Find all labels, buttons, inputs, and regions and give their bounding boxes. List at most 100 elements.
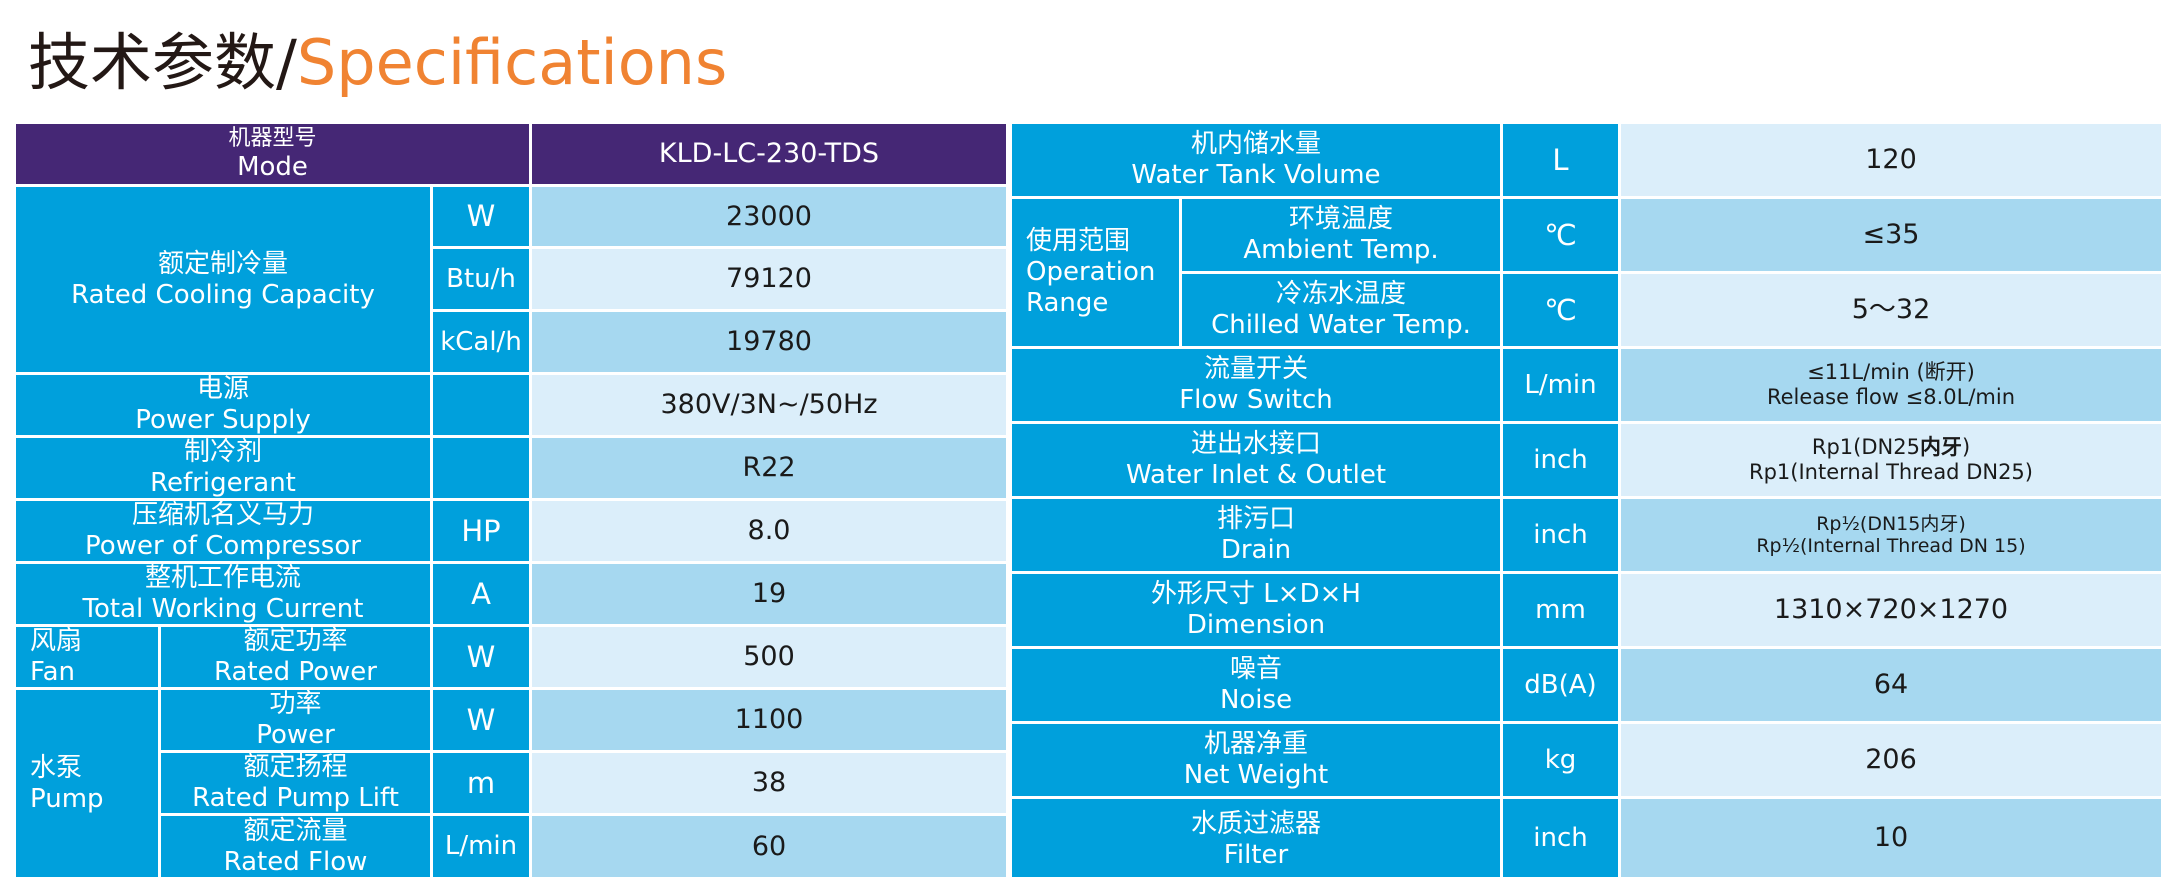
fan-label: 风扇 Fan [16,627,161,690]
inlet-outlet-value: Rp1(DN25内牙) Rp1(Internal Thread DN25) [1621,424,2164,499]
spec-table-left: 机器型号 Mode KLD-LC-230-TDS 额定制冷量 Rated Coo… [16,124,1009,880]
current-cn: 整机工作电流 [144,564,301,594]
fan-rated-power-cn: 额定功率 [243,627,348,657]
drain-en: Drain [1220,535,1292,565]
cooling-value-w: 23000 [532,187,1009,249]
inlet-outlet-value-line1-c: ) [1961,435,1971,460]
title-en: Specifications [296,26,728,99]
refrigerant-cn: 制冷剂 [183,438,262,468]
inlet-outlet-en: Water Inlet & Outlet [1125,460,1387,490]
current-unit: A [433,564,532,627]
ambient-temp-cn: 环境温度 [1288,204,1393,235]
chilled-water-temp-unit: ℃ [1503,274,1621,349]
power-supply-value: 380V/3N~/50Hz [532,375,1009,438]
power-supply-en: Power Supply [135,405,311,435]
page-title: 技术参数/Specifications [28,18,727,108]
operation-range-label: 使用范围 Operation Range [1012,199,1182,349]
filter-en: Filter [1223,839,1289,870]
drain-cn: 排污口 [1216,504,1295,535]
pump-flow-en: Rated Flow [223,846,368,877]
cooling-unit-btuh: Btu/h [433,249,532,312]
weight-cn: 机器净重 [1203,729,1308,760]
tank-en: Water Tank Volume [1131,160,1381,190]
power-supply-cn: 电源 [196,375,249,405]
pump-power-en: Power [256,720,335,750]
pump-power-unit: W [433,690,532,753]
fan-unit: W [433,627,532,690]
drain-unit: inch [1503,499,1621,574]
drain-value-line2: Rp½(Internal Thread DN 15) [1756,535,2026,557]
pump-label: 水泵 Pump [16,690,161,880]
weight-en: Net Weight [1183,760,1329,790]
pump-flow-label: 额定流量 Rated Flow [161,816,433,880]
tank-unit: L [1503,124,1621,199]
inlet-outlet-label: 进出水接口 Water Inlet & Outlet [1012,424,1503,499]
pump-flow-cn: 额定流量 [243,816,348,846]
noise-value: 64 [1621,649,2164,724]
current-value: 19 [532,564,1009,627]
dimension-label: 外形尺寸 L×D×H Dimension [1012,574,1503,649]
noise-cn: 噪音 [1229,654,1282,685]
ambient-temp-en: Ambient Temp. [1243,235,1439,265]
inlet-outlet-value-line1-b: 内牙 [1919,435,1962,460]
model-label-en: Mode [237,151,308,182]
cooling-capacity-en: Rated Cooling Capacity [71,279,375,310]
noise-label: 噪音 Noise [1012,649,1503,724]
operation-range-en1: Operation [1026,257,1156,288]
dimension-cn: 外形尺寸 L×D×H [1151,579,1361,610]
cooling-capacity-label: 额定制冷量 Rated Cooling Capacity [16,187,433,375]
cooling-capacity-cn: 额定制冷量 [157,248,288,279]
compressor-unit: HP [433,501,532,564]
chilled-water-temp-cn: 冷冻水温度 [1275,279,1406,310]
pump-en: Pump [30,783,104,814]
chilled-water-temp-label: 冷冻水温度 Chilled Water Temp. [1182,274,1503,349]
compressor-value: 8.0 [532,501,1009,564]
fan-rated-power-label: 额定功率 Rated Power [161,627,433,690]
inlet-outlet-cn: 进出水接口 [1190,429,1321,460]
flow-switch-value-line2: Release flow ≤8.0L/min [1766,385,2016,409]
pump-flow-value: 60 [532,816,1009,880]
cooling-unit-w: W [433,187,532,249]
weight-value: 206 [1621,724,2164,799]
fan-value: 500 [532,627,1009,690]
drain-value-line1: Rp½(DN15内牙) [1816,512,1966,535]
filter-unit: inch [1503,799,1621,880]
inlet-outlet-value-line2: Rp1(Internal Thread DN25) [1749,460,2033,484]
drain-label: 排污口 Drain [1012,499,1503,574]
flow-switch-value: ≤11L/min (断开) Release flow ≤8.0L/min [1621,349,2164,424]
pump-lift-en: Rated Pump Lift [192,783,399,813]
power-supply-label: 电源 Power Supply [16,375,433,438]
dimension-unit: mm [1503,574,1621,649]
compressor-label: 压缩机名义马力 Power of Compressor [16,501,433,564]
inlet-outlet-value-line1: Rp1(DN25内牙) [1812,435,1970,460]
refrigerant-en: Refrigerant [150,468,296,498]
weight-label: 机器净重 Net Weight [1012,724,1503,799]
ambient-temp-unit: ℃ [1503,199,1621,274]
spec-table-right: 机内储水量 Water Tank Volume L 120 使用范围 Opera… [1012,124,2164,880]
tank-cn: 机内储水量 [1190,129,1321,160]
operation-range-en2: Range [1026,287,1109,318]
filter-value: 10 [1621,799,2164,880]
pump-power-value: 1100 [532,690,1009,753]
current-en: Total Working Current [82,594,364,624]
dimension-value: 1310×720×1270 [1621,574,2164,649]
refrigerant-label: 制冷剂 Refrigerant [16,438,433,501]
compressor-en: Power of Compressor [85,531,361,561]
compressor-cn: 压缩机名义马力 [131,501,314,531]
pump-lift-value: 38 [532,753,1009,816]
tank-value: 120 [1621,124,2164,199]
model-label: 机器型号 Mode [16,124,532,187]
chilled-water-temp-value: 5～32 [1621,274,2164,349]
power-supply-unit [433,375,532,438]
inlet-outlet-unit: inch [1503,424,1621,499]
flow-switch-value-line1: ≤11L/min (断开) [1807,360,1975,385]
flow-switch-en: Flow Switch [1179,385,1333,415]
inlet-outlet-value-line1-a: Rp1(DN25 [1811,435,1920,460]
model-value: KLD-LC-230-TDS [532,124,1009,187]
flow-switch-cn: 流量开关 [1203,354,1308,385]
ambient-temp-value: ≤35 [1621,199,2164,274]
tank-label: 机内储水量 Water Tank Volume [1012,124,1503,199]
chilled-water-temp-en: Chilled Water Temp. [1211,310,1471,340]
filter-label: 水质过滤器 Filter [1012,799,1503,880]
flow-switch-unit: L/min [1503,349,1621,424]
